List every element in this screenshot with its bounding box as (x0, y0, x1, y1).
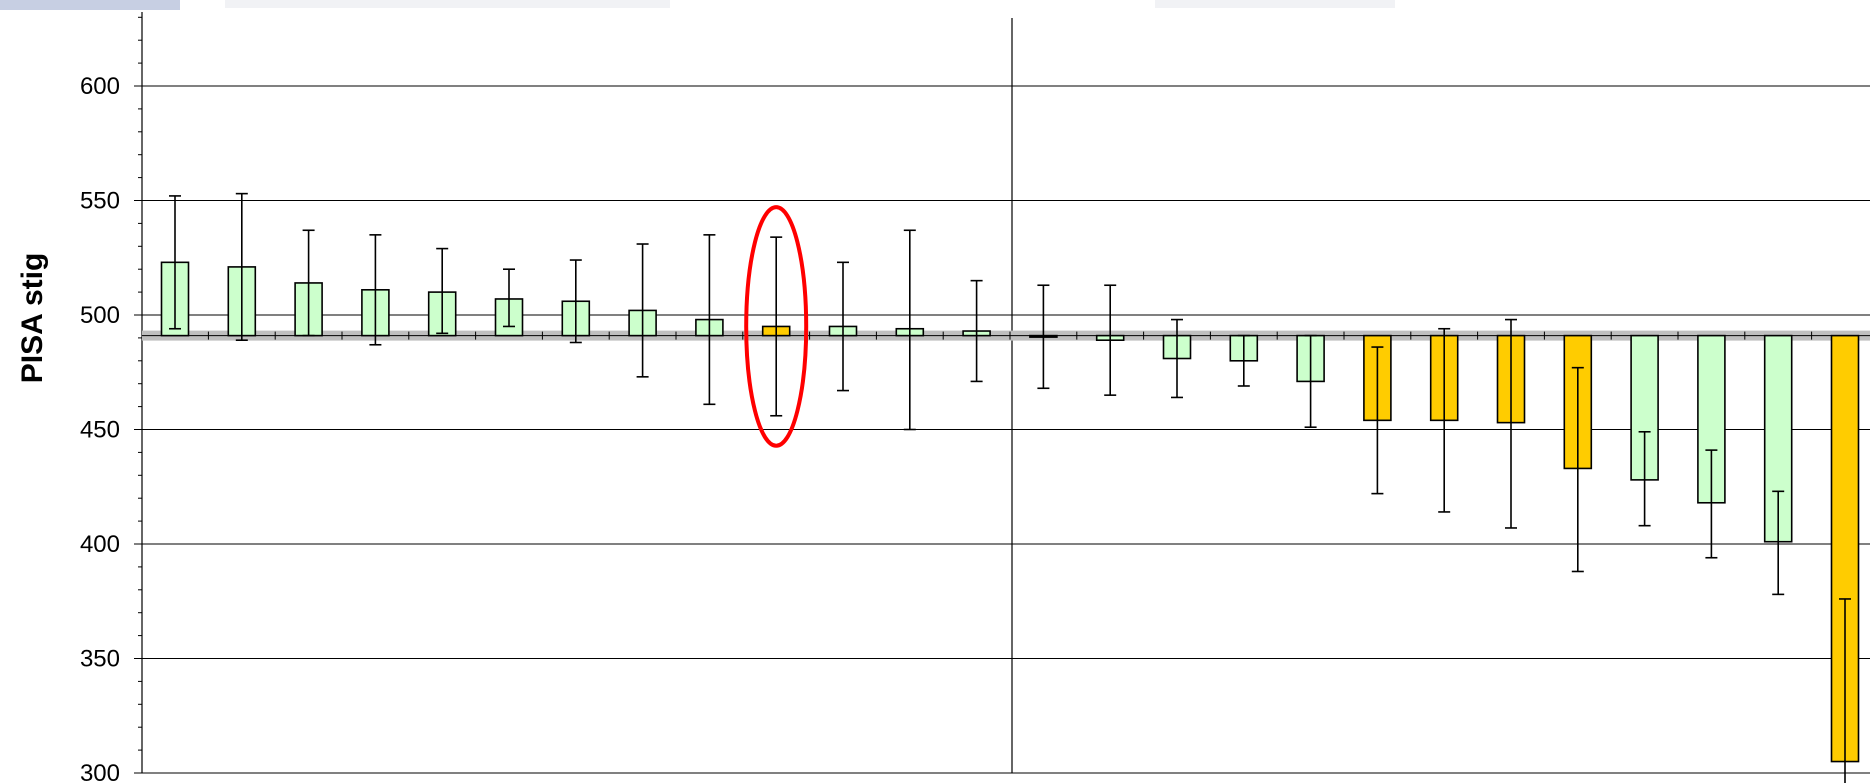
gridlines (142, 18, 1870, 774)
y-tick-label-500: 500 (80, 302, 120, 329)
y-axis-label: PISA stig (16, 253, 49, 384)
y-tick-label-400: 400 (80, 531, 120, 558)
y-tick-label-450: 450 (80, 417, 120, 444)
error-bars (169, 192, 1851, 783)
baseline-band (142, 330, 1870, 341)
header-strip-mid (225, 0, 670, 8)
header-strip (0, 0, 1395, 10)
y-tick-label-600: 600 (80, 73, 120, 100)
annotations (744, 205, 809, 448)
highlight-ellipse (744, 205, 809, 448)
header-strip-right (1155, 0, 1395, 8)
header-strip-left (0, 0, 180, 10)
y-tick-label-300: 300 (80, 760, 120, 783)
y-tick-label-350: 350 (80, 646, 120, 673)
y-tick-label-550: 550 (80, 188, 120, 215)
y-axis: 300 350 400 450 500 550 600 (80, 12, 143, 783)
